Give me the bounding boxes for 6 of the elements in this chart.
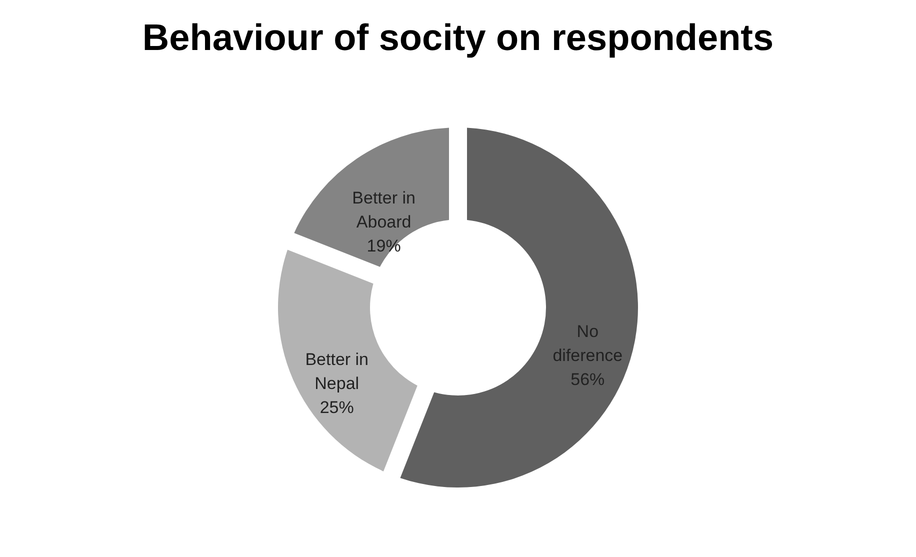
data-label: 25% <box>320 398 354 417</box>
slice-label: Better in Aboard <box>352 188 416 232</box>
data-label: 56% <box>570 370 605 390</box>
slice-label: No diference <box>552 322 623 366</box>
slice-label: Better in Nepal <box>305 350 369 393</box>
chart-title: Behaviour of socity on respondents <box>142 17 774 58</box>
